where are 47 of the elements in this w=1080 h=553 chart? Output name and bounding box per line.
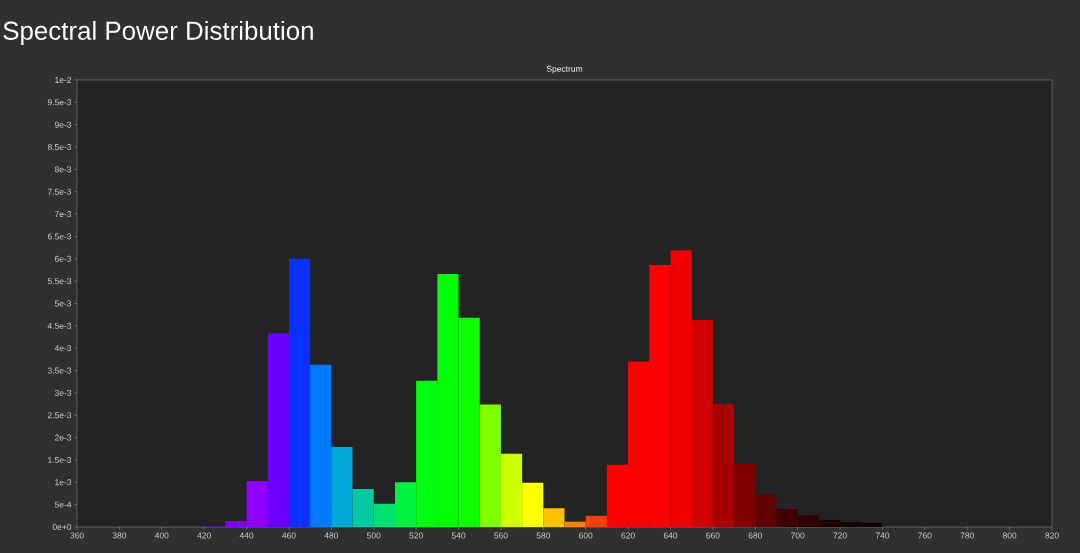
y-tick-label: 5e-3 [54, 300, 72, 307]
y-tick-label: 7.5e-3 [47, 188, 72, 195]
x-tick-label: 700 [791, 532, 805, 539]
x-tick-label: 640 [663, 532, 678, 539]
y-tick-label: 3e-3 [54, 389, 72, 396]
x-tick-label: 760 [918, 532, 932, 539]
x-tick-label: 560 [494, 532, 508, 539]
x-tick-label: 800 [1002, 532, 1017, 539]
y-tick-label: 6e-3 [54, 255, 72, 262]
y-tick-label: 8e-3 [54, 166, 72, 173]
y-tick-label: 9e-3 [54, 121, 72, 128]
y-tick-label: 6.5e-3 [47, 233, 72, 240]
x-tick-label: 780 [960, 532, 974, 539]
y-tick-label: 2e-3 [54, 434, 72, 441]
x-tick-label: 660 [706, 532, 720, 539]
x-tick-label: 740 [875, 532, 890, 539]
y-tick-label: 1e-3 [55, 479, 72, 486]
y-tick-label: 8.5e-3 [47, 144, 72, 151]
chart-title: Spectral Power Distribution [3, 20, 313, 46]
y-tick-label: 4e-3 [54, 345, 72, 352]
y-tick-label: 5e-4 [54, 501, 72, 508]
x-tick-label: 360 [70, 532, 84, 539]
x-tick-label: 500 [367, 532, 381, 539]
x-tick-label: 380 [112, 532, 127, 539]
x-tick-label: 620 [621, 532, 635, 539]
y-tick-label: 2.5e-3 [47, 412, 72, 419]
x-tick-label: 820 [1045, 532, 1059, 539]
y-tick-label: 3.5e-3 [47, 367, 72, 374]
x-tick-label: 580 [536, 532, 551, 539]
x-tick-label: 540 [451, 532, 466, 539]
y-tick-label: 7e-3 [54, 211, 72, 218]
x-tick-label: 420 [197, 532, 211, 539]
y-tick-label: 0e+0 [52, 523, 72, 530]
y-tick-label: 1.5e-3 [48, 456, 72, 463]
y-tick-label: 4.5e-3 [47, 322, 72, 329]
x-tick-label: 440 [239, 532, 254, 539]
y-tick-label: 9.5e-3 [47, 99, 72, 106]
x-tick-label: 460 [282, 532, 296, 539]
x-tick-label: 400 [154, 532, 169, 539]
x-tick-label: 520 [409, 532, 423, 539]
x-tick-label: 600 [579, 532, 593, 539]
y-tick-label: 5.5e-3 [47, 278, 72, 285]
x-tick-label: 720 [833, 532, 847, 539]
x-tick-label: 480 [324, 532, 339, 539]
y-tick-label: 1e-2 [55, 76, 72, 83]
chart-subtitle: Spectrum [546, 65, 583, 74]
x-tick-label: 680 [748, 532, 762, 539]
